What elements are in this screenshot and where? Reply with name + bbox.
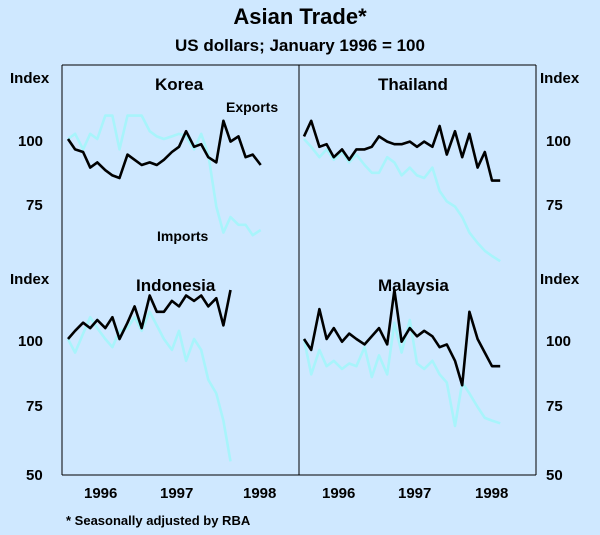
ytick-bottom-right-50: 50: [546, 467, 563, 484]
annotation-imports: Imports: [157, 228, 209, 244]
ytick-bottom-left-75: 75: [26, 398, 43, 415]
xtick-left-1997: 1997: [160, 485, 193, 502]
xtick-left-1996: 1996: [84, 485, 117, 502]
ytick-bottom-left-50: 50: [26, 467, 43, 484]
panel-title-malaysia: Malaysia: [378, 276, 449, 295]
series-indonesia-imports-line: [66, 310, 232, 462]
xtick-right-1997: 1997: [398, 485, 431, 502]
series-layer: [66, 114, 501, 462]
series-malaysia-imports-line: [302, 318, 501, 428]
xtick-right-1996: 1996: [322, 485, 355, 502]
index-label-top-right: Index: [540, 70, 580, 87]
ytick-bottom-left-100: 100: [18, 333, 43, 350]
ytick-top-right-75: 75: [546, 197, 563, 214]
series-korea-imports-line: [67, 114, 262, 237]
annotation-exports: Exports: [226, 99, 278, 115]
index-label-top-left: Index: [10, 70, 50, 87]
index-label-bottom-right: Index: [540, 271, 580, 288]
panel-title-korea: Korea: [155, 75, 204, 94]
ytick-bottom-right-75: 75: [546, 398, 563, 415]
xtick-left-1998: 1998: [243, 485, 276, 502]
series-thailand-exports-line: [302, 119, 501, 182]
footnote: * Seasonally adjusted by RBA: [66, 513, 251, 528]
ytick-top-left-75: 75: [26, 197, 43, 214]
series-indonesia-exports-line: [67, 289, 232, 341]
panel-title-thailand: Thailand: [378, 75, 448, 94]
xtick-right-1998: 1998: [475, 485, 508, 502]
series-malaysia-exports-line: [302, 288, 501, 387]
series-thailand-imports-line: [303, 138, 501, 263]
ytick-bottom-right-100: 100: [546, 333, 571, 350]
index-label-bottom-left: Index: [10, 271, 50, 288]
panel-title-indonesia: Indonesia: [136, 276, 216, 295]
ytick-top-left-100: 100: [18, 133, 43, 150]
chart-subtitle: US dollars; January 1996 = 100: [175, 36, 425, 55]
ytick-top-right-100: 100: [546, 133, 571, 150]
chart-title: Asian Trade*: [233, 4, 367, 29]
series-korea-exports-line: [66, 119, 262, 180]
